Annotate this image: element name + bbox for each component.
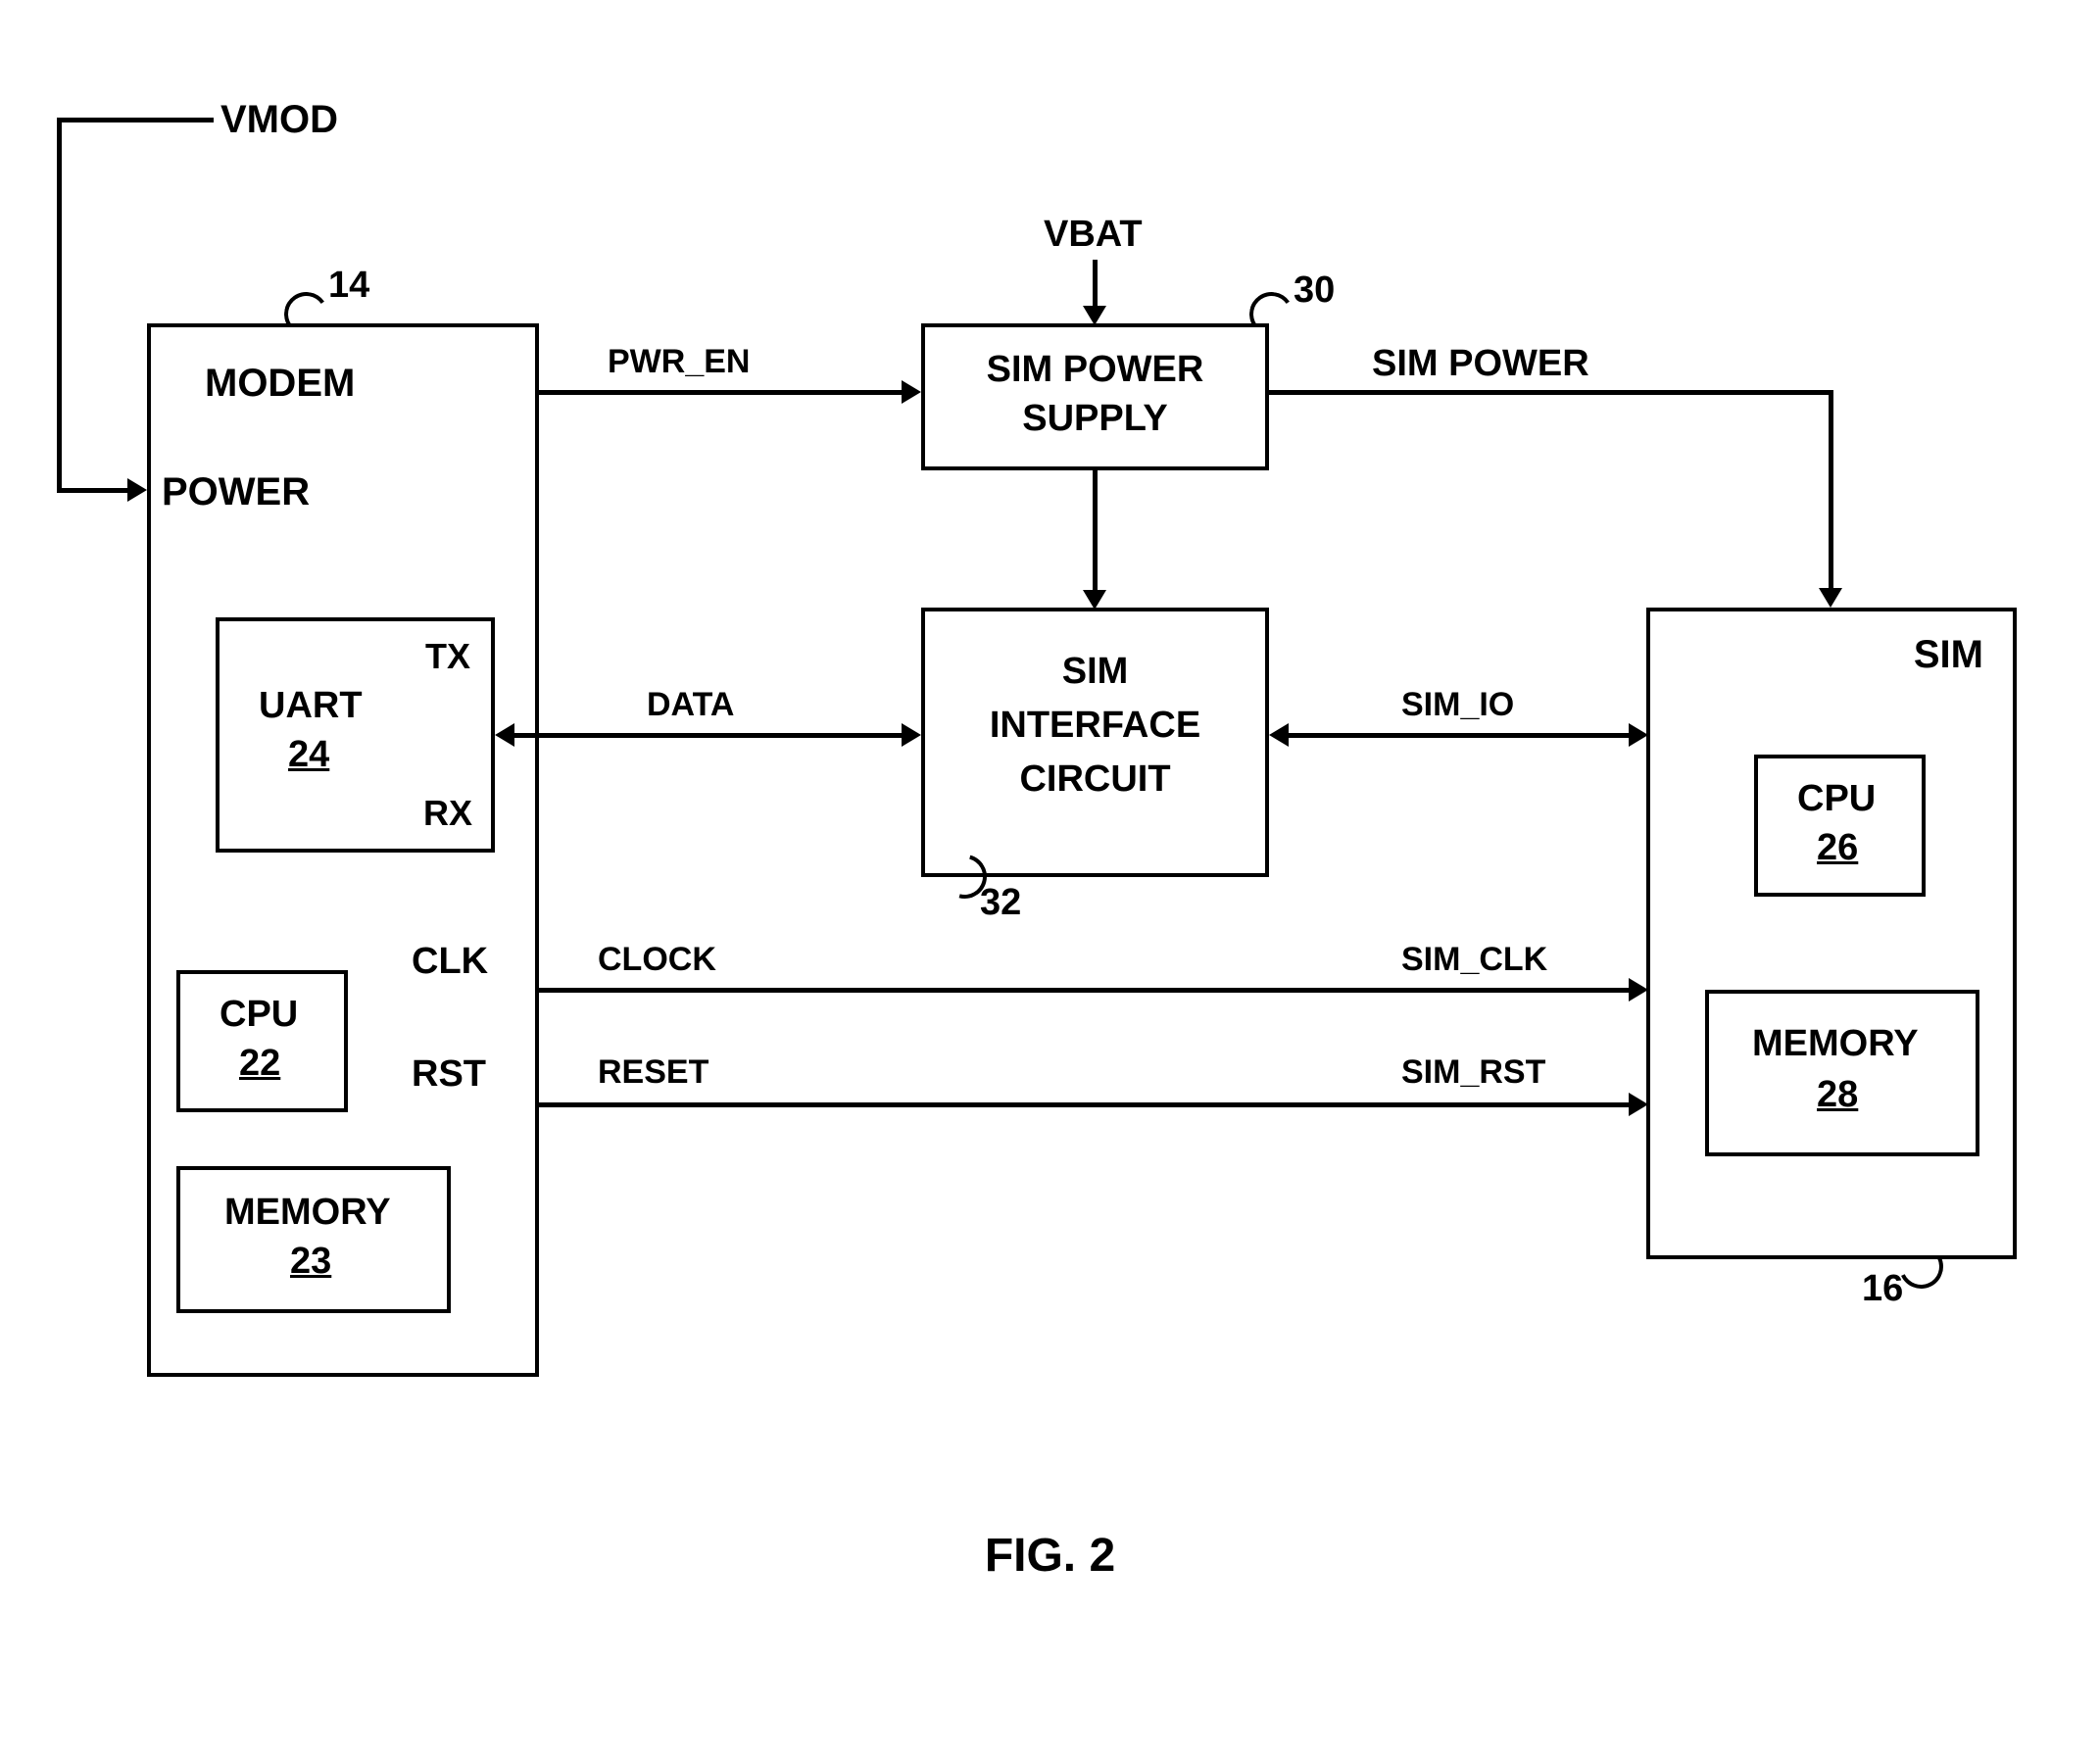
uart-box: UART 24 TX RX xyxy=(216,617,495,853)
sim-memory-title: MEMORY xyxy=(1752,1023,1919,1065)
figure-title: FIG. 2 xyxy=(0,1529,2100,1583)
sim-clk-label: SIM_CLK xyxy=(1401,941,1547,979)
vbat-line xyxy=(1093,260,1098,309)
pwr-en-arrow xyxy=(902,380,921,404)
sim-title: SIM xyxy=(1914,633,1983,677)
sic-ref: 32 xyxy=(980,882,1021,924)
vmod-label: VMOD xyxy=(220,98,338,142)
modem-ref: 14 xyxy=(328,265,369,307)
sps-line2: SUPPLY xyxy=(925,398,1265,440)
uart-tx: TX xyxy=(425,636,470,677)
sim-power-v xyxy=(1829,390,1833,591)
sim-power-supply-box: SIM POWER SUPPLY xyxy=(921,323,1269,470)
vbat-arrow xyxy=(1083,306,1106,325)
sim-ref: 16 xyxy=(1862,1268,1903,1310)
sim-io-line xyxy=(1289,733,1632,738)
sim-io-arrow-right xyxy=(1629,723,1648,747)
reset-line xyxy=(539,1102,1632,1107)
sim-memory-box: MEMORY 28 xyxy=(1705,990,1979,1156)
modem-cpu-ref: 22 xyxy=(239,1043,280,1085)
sim-interface-box: SIM INTERFACE CIRCUIT xyxy=(921,608,1269,877)
sps-line1: SIM POWER xyxy=(925,349,1265,391)
sim-cpu-ref: 26 xyxy=(1817,827,1858,869)
clock-line xyxy=(539,988,1632,993)
sim-power-h xyxy=(1269,390,1832,395)
sim-io-label: SIM_IO xyxy=(1401,686,1514,724)
sic-line3: CIRCUIT xyxy=(925,758,1265,801)
vmod-line-v xyxy=(57,118,62,490)
modem-memory-ref: 23 xyxy=(290,1241,331,1283)
sps-ref: 30 xyxy=(1294,269,1335,312)
uart-ref: 24 xyxy=(288,734,329,776)
modem-clk: CLK xyxy=(412,941,488,983)
uart-rx: RX xyxy=(423,793,472,834)
data-arrow-right xyxy=(902,723,921,747)
sim-power-label: SIM POWER xyxy=(1372,343,1589,385)
sps-to-sic-arrow xyxy=(1083,590,1106,610)
sim-memory-ref: 28 xyxy=(1817,1074,1858,1116)
sim-cpu-box: CPU 26 xyxy=(1754,755,1926,897)
uart-title: UART xyxy=(259,685,363,727)
modem-title: MODEM xyxy=(205,362,355,406)
data-arrow-left xyxy=(495,723,514,747)
modem-memory-title: MEMORY xyxy=(224,1192,391,1234)
sic-line1: SIM xyxy=(925,651,1265,693)
modem-power-label: POWER xyxy=(162,470,310,514)
pwr-en-line xyxy=(539,390,904,395)
sim-cpu-title: CPU xyxy=(1797,778,1876,820)
vbat-label: VBAT xyxy=(1044,214,1143,256)
sim-box: SIM xyxy=(1646,608,2017,1259)
modem-cpu-box: CPU 22 xyxy=(176,970,348,1112)
sim-rst-label: SIM_RST xyxy=(1401,1053,1545,1092)
vmod-arrow-head xyxy=(127,478,147,502)
sic-line2: INTERFACE xyxy=(925,705,1265,747)
clock-label: CLOCK xyxy=(598,941,716,979)
clock-arrow xyxy=(1629,978,1648,1002)
data-line xyxy=(514,733,906,738)
modem-cpu-title: CPU xyxy=(220,994,298,1036)
sps-to-sic-line xyxy=(1093,470,1098,593)
vmod-line-h1 xyxy=(57,118,214,122)
diagram-canvas: VMOD 14 MODEM POWER UART 24 TX RX CPU 22… xyxy=(0,0,2100,1759)
pwr-en-label: PWR_EN xyxy=(608,343,750,381)
sim-io-arrow-left xyxy=(1269,723,1289,747)
reset-label: RESET xyxy=(598,1053,708,1092)
data-label: DATA xyxy=(647,686,734,724)
modem-memory-box: MEMORY 23 xyxy=(176,1166,451,1313)
vmod-line-h2 xyxy=(57,488,130,493)
modem-rst: RST xyxy=(412,1053,486,1096)
sim-power-arrow xyxy=(1819,588,1842,608)
reset-arrow xyxy=(1629,1093,1648,1116)
